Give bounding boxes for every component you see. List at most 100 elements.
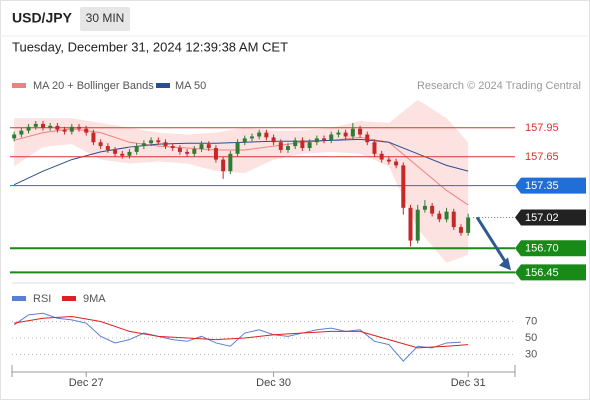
candle-body xyxy=(307,142,312,149)
candle-body xyxy=(343,132,348,137)
candle-body xyxy=(293,140,298,147)
candle-body xyxy=(141,143,146,147)
legend-swatch xyxy=(156,83,170,88)
candle-body xyxy=(163,142,168,147)
candle-body xyxy=(444,211,449,220)
candle-body xyxy=(350,128,355,137)
level-box xyxy=(515,264,586,281)
candle-body xyxy=(358,128,363,135)
candle-body xyxy=(84,128,89,133)
level-box xyxy=(515,240,586,257)
candle-body xyxy=(228,153,233,172)
candle-body xyxy=(177,148,182,152)
candle-body xyxy=(394,161,399,166)
candle-body xyxy=(278,142,283,150)
level-label: 156.70 xyxy=(525,243,559,255)
arrow-head xyxy=(499,257,511,271)
candle-body xyxy=(437,213,442,220)
candle-body xyxy=(170,146,175,149)
candle-body xyxy=(91,132,96,143)
candle-body xyxy=(149,140,154,144)
candle-body xyxy=(235,142,240,154)
bollinger-band xyxy=(14,99,469,263)
candle-body xyxy=(40,123,45,128)
y-tick-label: 30 xyxy=(525,348,537,360)
legend-label: MA 20 + Bollinger Bands xyxy=(33,80,154,92)
candle-body xyxy=(386,159,391,162)
x-tick-label: Dec 31 xyxy=(451,377,486,389)
x-tick-label: Dec 30 xyxy=(256,377,291,389)
candle-body xyxy=(264,132,269,138)
candle-body xyxy=(271,137,276,143)
level-label: 157.35 xyxy=(525,180,559,192)
candle-body xyxy=(401,165,406,208)
candle-body xyxy=(249,136,254,139)
timestamp: Tuesday, December 31, 2024 12:39:38 AM C… xyxy=(12,39,288,54)
candle-body xyxy=(113,149,118,154)
level-label: 157.95 xyxy=(525,122,559,134)
candle-body xyxy=(98,142,103,147)
candle-body xyxy=(365,134,370,143)
timeframe-box xyxy=(80,7,130,31)
rsi-line xyxy=(13,312,461,362)
ma20-line xyxy=(14,128,469,206)
attribution: Research © 2024 Trading Central xyxy=(417,80,581,92)
candle-body xyxy=(33,123,38,127)
candle-body xyxy=(185,151,190,154)
candle-body xyxy=(77,126,82,129)
candle-body xyxy=(466,217,471,233)
candle-body xyxy=(12,134,17,139)
candle-body xyxy=(127,151,132,156)
projection-arrow xyxy=(475,216,509,266)
rsi-line xyxy=(14,316,469,349)
candle-body xyxy=(415,209,420,241)
candle-body xyxy=(105,146,110,150)
candle-body xyxy=(379,153,384,160)
candle-body xyxy=(192,148,197,154)
candle-body xyxy=(372,142,377,154)
candle-body xyxy=(322,138,327,141)
candle-body xyxy=(134,146,139,152)
candle-body xyxy=(213,148,218,160)
timeframe: 30 MIN xyxy=(86,11,125,25)
candle-body xyxy=(120,153,125,156)
y-tick-label: 70 xyxy=(525,315,537,327)
candle-body xyxy=(199,144,204,149)
candle-body xyxy=(458,227,463,233)
legend-swatch xyxy=(12,296,26,301)
candle-body xyxy=(422,205,427,210)
candle-body xyxy=(286,146,291,150)
level-label: 156.45 xyxy=(525,267,559,279)
candle-body xyxy=(156,140,161,143)
candle-body xyxy=(19,130,24,135)
legend-label: RSI xyxy=(33,293,51,305)
symbol: USD/JPY xyxy=(12,10,73,26)
candle-body xyxy=(242,138,247,143)
candle-body xyxy=(408,207,413,241)
candle-body xyxy=(336,132,341,135)
level-label: 157.02 xyxy=(525,212,559,224)
legend-swatch xyxy=(12,83,26,88)
y-tick-label: 50 xyxy=(525,332,537,344)
x-tick-label: Dec 27 xyxy=(69,377,104,389)
candle-body xyxy=(329,134,334,141)
legend-label: MA 50 xyxy=(175,80,206,92)
candle-body xyxy=(430,205,435,214)
candle-body xyxy=(206,144,211,149)
candle-body xyxy=(55,125,60,130)
level-box xyxy=(515,209,586,226)
legend-label: 9MA xyxy=(83,293,106,305)
candle-body xyxy=(48,125,53,128)
level-label: 157.65 xyxy=(525,151,559,163)
candle-body xyxy=(221,159,226,172)
candle-body xyxy=(26,126,31,131)
candle-body xyxy=(257,132,262,137)
candle-body xyxy=(314,138,319,143)
level-box xyxy=(515,177,586,194)
legend-swatch xyxy=(62,296,76,301)
candle-body xyxy=(300,140,305,149)
candle-body xyxy=(69,126,74,132)
